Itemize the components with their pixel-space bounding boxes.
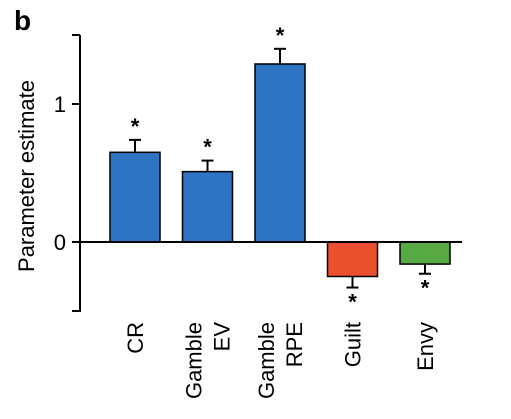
x-tick-label: CR	[123, 322, 148, 354]
x-tick-label: EV	[210, 322, 235, 352]
y-axis-title: Parameter estimate	[14, 80, 39, 272]
bar	[254, 63, 306, 243]
significance-marker: *	[348, 290, 357, 315]
x-tick-label: RPE	[282, 322, 307, 367]
x-tick-label: Guilt	[341, 322, 366, 367]
x-tick-label: Gamble	[254, 322, 279, 399]
y-tick-label: 1	[54, 92, 66, 117]
significance-marker: *	[131, 114, 140, 139]
bars: * * * * *	[109, 23, 451, 315]
x-tick-labels: CR Gamble EV Gamble RPE Guilt Envy	[123, 322, 438, 399]
bar	[326, 241, 379, 278]
significance-marker: *	[203, 135, 212, 160]
bar	[399, 241, 451, 265]
x-tick-label: Gamble	[182, 322, 207, 399]
y-tick-label: 0	[54, 230, 66, 255]
bar	[109, 151, 161, 243]
bar	[181, 170, 234, 243]
significance-marker: *	[276, 23, 285, 48]
y-ticks: 01	[54, 34, 80, 312]
significance-marker: *	[421, 276, 430, 301]
panel-label: b	[14, 5, 31, 36]
x-tick-label: Envy	[413, 322, 438, 371]
